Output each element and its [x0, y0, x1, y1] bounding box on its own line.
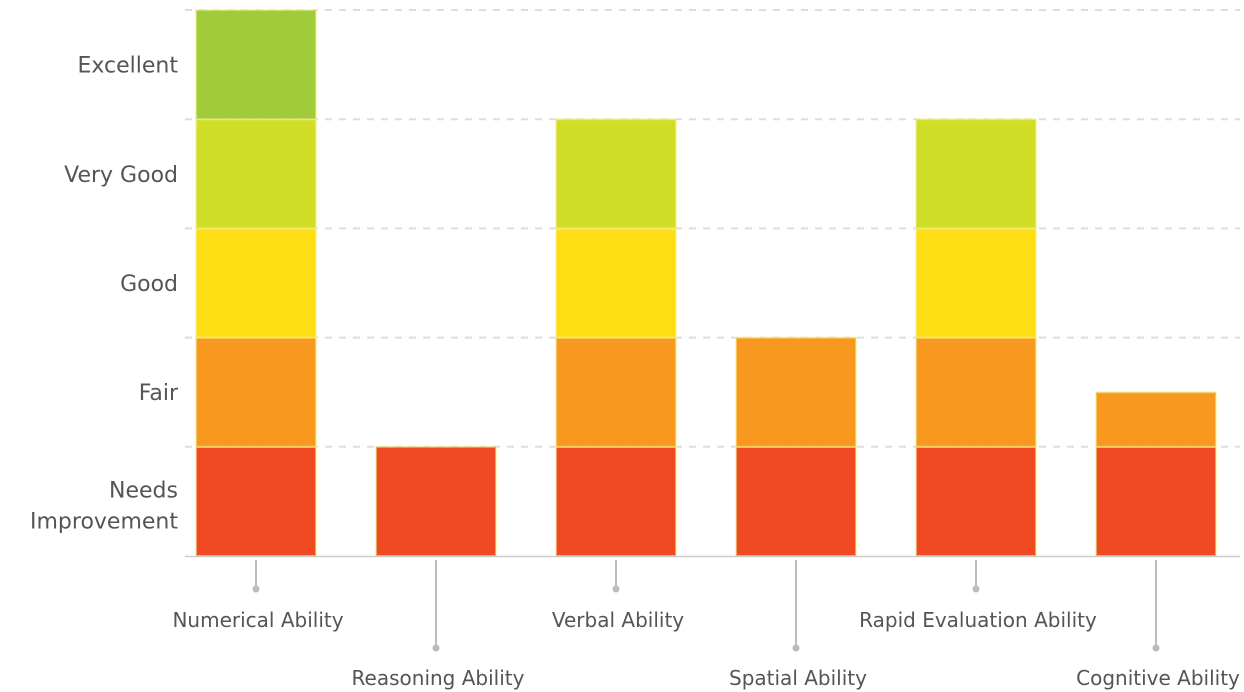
bar-segment[interactable] [555, 227, 677, 339]
bar-segment[interactable] [915, 118, 1037, 230]
bar-segment[interactable] [915, 336, 1037, 448]
x-category-label: Verbal Ability [552, 608, 684, 632]
tick-dot [1152, 644, 1160, 652]
bar-segment[interactable] [195, 445, 317, 557]
bar-segment[interactable] [735, 336, 857, 448]
bar-segment[interactable] [555, 445, 677, 557]
tick-dot [432, 644, 440, 652]
x-category-label: Spatial Ability [729, 666, 867, 690]
tick-dot [792, 644, 800, 652]
y-level-label: Very Good [64, 163, 178, 188]
bars-group [195, 9, 1217, 557]
bar-segment[interactable] [555, 336, 677, 448]
bar-segment[interactable] [375, 445, 497, 557]
y-level-label: Excellent [78, 54, 179, 79]
x-category-label: Cognitive Ability [1076, 666, 1240, 690]
bar-segment[interactable] [195, 9, 317, 121]
x-axis [185, 555, 1240, 652]
x-category-label: Rapid Evaluation Ability [859, 608, 1097, 632]
bar-segment[interactable] [915, 445, 1037, 557]
y-level-label: Good [120, 272, 178, 297]
bar-segment[interactable] [195, 118, 317, 230]
x-category-label: Numerical Ability [172, 608, 343, 632]
tick-dot [252, 585, 260, 593]
y-axis-labels: Needs Improvement Fair Good Very Good Excelle… [30, 54, 179, 535]
y-level-label: Needs Improvement [30, 478, 178, 534]
grid-lines [185, 9, 1240, 448]
bar-segment[interactable] [1095, 445, 1217, 557]
tick-dot [612, 585, 620, 593]
bar-segment[interactable] [915, 227, 1037, 339]
bar-segment[interactable] [195, 227, 317, 339]
x-category-label: Reasoning Ability [352, 666, 525, 690]
bar-segment[interactable] [195, 336, 317, 448]
bar-segment[interactable] [555, 118, 677, 230]
bar-segment[interactable] [1095, 391, 1217, 448]
x-axis-labels: Numerical Ability Reasoning Ability Verbal… [172, 608, 1240, 690]
bar-segment[interactable] [735, 445, 857, 557]
y-level-label: Fair [139, 381, 179, 406]
tick-dot [972, 585, 980, 593]
